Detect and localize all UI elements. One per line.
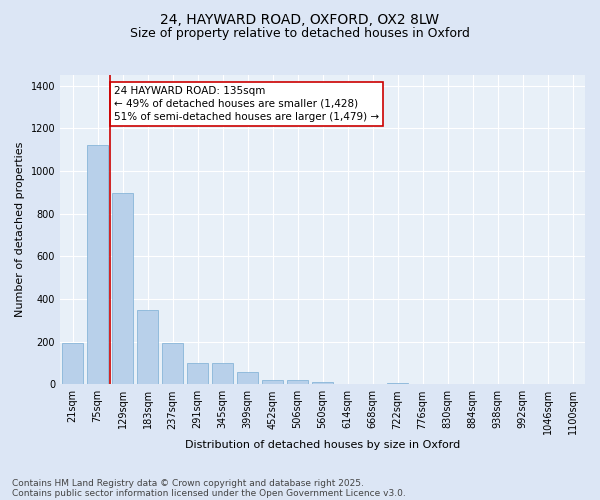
Bar <box>287 380 308 384</box>
Bar <box>237 372 258 384</box>
Bar <box>262 380 283 384</box>
Bar <box>162 342 183 384</box>
Bar <box>87 146 108 384</box>
Bar <box>187 363 208 384</box>
Text: Contains HM Land Registry data © Crown copyright and database right 2025.: Contains HM Land Registry data © Crown c… <box>12 478 364 488</box>
Bar <box>137 310 158 384</box>
Bar <box>312 382 333 384</box>
Bar <box>62 342 83 384</box>
Text: 24 HAYWARD ROAD: 135sqm
← 49% of detached houses are smaller (1,428)
51% of semi: 24 HAYWARD ROAD: 135sqm ← 49% of detache… <box>114 86 379 122</box>
X-axis label: Distribution of detached houses by size in Oxford: Distribution of detached houses by size … <box>185 440 460 450</box>
Text: 24, HAYWARD ROAD, OXFORD, OX2 8LW: 24, HAYWARD ROAD, OXFORD, OX2 8LW <box>160 12 440 26</box>
Bar <box>387 382 408 384</box>
Bar <box>112 194 133 384</box>
Text: Size of property relative to detached houses in Oxford: Size of property relative to detached ho… <box>130 28 470 40</box>
Y-axis label: Number of detached properties: Number of detached properties <box>15 142 25 318</box>
Text: Contains public sector information licensed under the Open Government Licence v3: Contains public sector information licen… <box>12 488 406 498</box>
Bar <box>212 363 233 384</box>
